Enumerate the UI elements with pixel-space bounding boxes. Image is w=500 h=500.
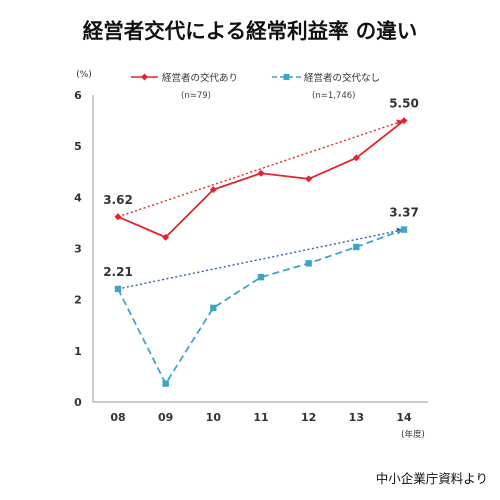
data-label: 2.21 bbox=[103, 265, 133, 279]
data-label: 5.50 bbox=[389, 97, 419, 111]
chart-title: 経営者交代による経常利益率 の違い bbox=[83, 19, 418, 43]
trend-line bbox=[117, 229, 401, 290]
data-point bbox=[209, 186, 217, 194]
data-point bbox=[162, 233, 170, 241]
x-tick-label: 14 bbox=[396, 411, 412, 424]
x-tick-label: 12 bbox=[301, 411, 316, 424]
x-tick-label: 08 bbox=[110, 411, 125, 424]
data-point bbox=[257, 273, 265, 281]
data-label: 3.37 bbox=[389, 206, 419, 220]
legend: 経営者の交代あり (n=79) 経営者の交代なし (n=1,746) bbox=[131, 72, 380, 101]
y-tick-label: 2 bbox=[74, 294, 82, 307]
legend-n-with-change: (n=79) bbox=[181, 91, 211, 101]
x-axis-unit-label: (年度) bbox=[401, 429, 425, 440]
x-tick-labels: 08 09 10 11 12 13 14 bbox=[110, 411, 412, 424]
y-tick-label: 0 bbox=[74, 396, 82, 409]
series-line bbox=[117, 119, 405, 239]
x-tick-label: 13 bbox=[349, 411, 364, 424]
y-tick-label: 4 bbox=[74, 191, 82, 204]
source-note: 中小企業庁資料より bbox=[376, 471, 488, 486]
data-point bbox=[305, 260, 312, 267]
data-point bbox=[305, 175, 313, 183]
data-point bbox=[114, 213, 122, 221]
data-annotations: 3.62 5.50 2.21 3.37 bbox=[103, 97, 419, 279]
data-point bbox=[352, 154, 360, 162]
legend-marker-with-change bbox=[141, 73, 148, 81]
data-point bbox=[400, 117, 408, 125]
legend-n-without-change: (n=1,746) bbox=[312, 91, 355, 101]
data-point bbox=[257, 169, 265, 177]
legend-label-without-change: 経営者の交代なし bbox=[304, 72, 380, 84]
data-label: 3.62 bbox=[103, 193, 133, 207]
data-point bbox=[400, 226, 408, 233]
data-point bbox=[114, 285, 122, 293]
data-point bbox=[162, 380, 169, 387]
x-tick-label: 09 bbox=[158, 411, 173, 424]
trend-lines bbox=[117, 119, 404, 290]
y-axis-label: (%) bbox=[76, 70, 92, 80]
trend-line bbox=[117, 121, 401, 218]
x-tick-label: 11 bbox=[253, 411, 268, 424]
x-tick-label: 10 bbox=[206, 411, 222, 424]
data-point bbox=[353, 243, 360, 251]
y-tick-label: 5 bbox=[74, 140, 82, 153]
y-tick-label: 6 bbox=[74, 89, 82, 102]
y-tick-label: 3 bbox=[74, 243, 82, 256]
data-point bbox=[210, 304, 217, 312]
series-lines bbox=[117, 119, 405, 385]
y-tick-labels: 0 1 2 3 4 5 6 bbox=[74, 89, 82, 409]
data-markers bbox=[114, 117, 408, 387]
legend-label-with-change: 経営者の交代あり bbox=[162, 72, 238, 84]
y-tick-label: 1 bbox=[74, 345, 82, 358]
series-line bbox=[117, 228, 405, 385]
legend-marker-without-change bbox=[283, 74, 290, 80]
